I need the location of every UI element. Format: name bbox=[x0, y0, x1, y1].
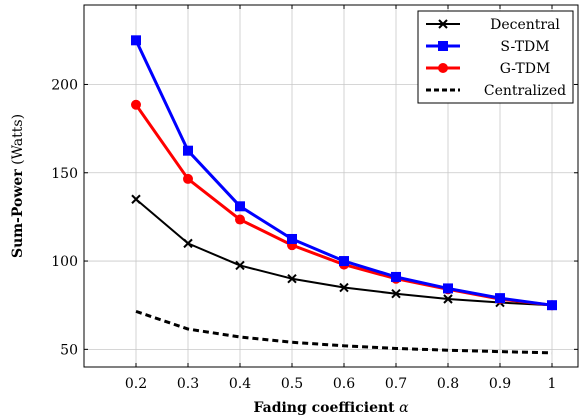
legend-box bbox=[417, 10, 574, 104]
x-tick-label: 0.2 bbox=[125, 376, 147, 392]
legend-label: Centralized bbox=[484, 83, 566, 99]
series-marker-x bbox=[131, 194, 141, 204]
series-marker-x bbox=[443, 294, 453, 304]
legend-item: G-TDM bbox=[426, 61, 550, 77]
y-axis-title-text: Sum-Power bbox=[10, 169, 26, 258]
marker-x-stroke bbox=[339, 282, 349, 293]
marker-x-stroke bbox=[438, 19, 448, 29]
series-marker-square bbox=[339, 256, 349, 267]
series-marker-square bbox=[131, 35, 141, 46]
x-tick-label: 0.6 bbox=[333, 376, 355, 392]
legend-label: G-TDM bbox=[500, 61, 551, 77]
series-marker-x bbox=[339, 282, 349, 293]
series-marker-circle bbox=[438, 63, 448, 73]
x-axis-title: Fading coefficient α bbox=[253, 400, 409, 416]
legend-label: Decentral bbox=[490, 17, 560, 33]
series-marker-circle bbox=[183, 173, 193, 184]
marker-x-stroke bbox=[391, 289, 401, 299]
series-layer bbox=[131, 35, 557, 355]
series-marker-square bbox=[287, 233, 297, 244]
marker-x-stroke bbox=[183, 238, 193, 249]
series-marker-x bbox=[438, 19, 448, 29]
series-marker-circle bbox=[131, 99, 141, 110]
series-marker-x bbox=[391, 289, 401, 299]
series-marker-x bbox=[287, 274, 297, 284]
x-axis-title-text: Fading coefficient bbox=[253, 400, 395, 416]
x-tick-label: 1 bbox=[548, 376, 557, 392]
legend-item: Centralized bbox=[426, 83, 566, 99]
series-marker-square bbox=[443, 283, 453, 294]
plot-frame bbox=[83, 4, 579, 368]
y-tick-label: 100 bbox=[51, 254, 78, 270]
series-marker-square bbox=[495, 293, 505, 304]
y-axis-title: Sum-Power (Watts) bbox=[10, 114, 26, 258]
series-centralized bbox=[135, 309, 553, 355]
series-marker-square bbox=[438, 41, 448, 51]
legend-item: S-TDM bbox=[426, 39, 550, 55]
y-axis-title-unit: (Watts) bbox=[10, 114, 26, 165]
series-marker-square bbox=[547, 300, 557, 311]
series-s-tdm bbox=[131, 35, 557, 311]
y-tick-label: 50 bbox=[60, 342, 78, 358]
series-marker-square bbox=[235, 201, 245, 212]
marker-x-stroke bbox=[287, 274, 297, 284]
series-line bbox=[135, 309, 553, 355]
legend: Decentral S-TDM G-TDM Centralized bbox=[417, 10, 574, 104]
x-tick-label: 0.7 bbox=[385, 376, 407, 392]
series-marker-square bbox=[391, 271, 401, 282]
marker-x-stroke bbox=[131, 194, 141, 204]
legend-item: Decentral bbox=[426, 17, 560, 33]
x-tick-label: 0.8 bbox=[437, 376, 459, 392]
y-tick-label: 150 bbox=[51, 166, 78, 182]
x-tick-label: 0.9 bbox=[489, 376, 511, 392]
marker-x-stroke bbox=[443, 294, 453, 304]
series-marker-circle bbox=[235, 214, 245, 225]
series-marker-x bbox=[235, 260, 245, 271]
y-tick-label: 200 bbox=[51, 77, 78, 93]
x-tick-label: 0.4 bbox=[229, 376, 251, 392]
x-tick-label: 0.5 bbox=[281, 376, 303, 392]
series-marker-x bbox=[183, 238, 193, 249]
series-marker-square bbox=[183, 145, 193, 156]
x-axis-title-symbol: α bbox=[399, 400, 409, 416]
marker-x-stroke bbox=[235, 260, 245, 271]
x-tick-label: 0.3 bbox=[177, 376, 199, 392]
legend-label: S-TDM bbox=[500, 39, 549, 55]
